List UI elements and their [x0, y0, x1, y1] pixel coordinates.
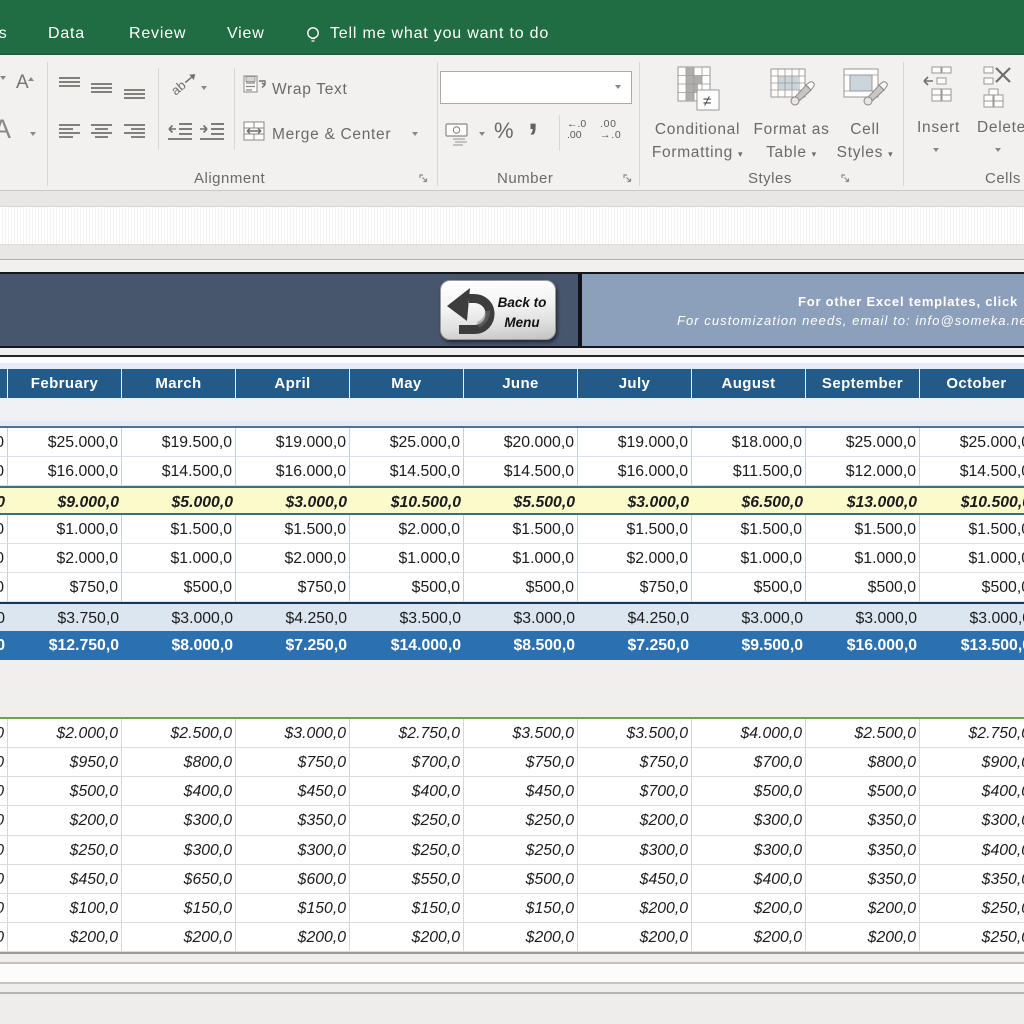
svg-text:ab: ab: [168, 77, 189, 98]
svg-text:≠: ≠: [703, 93, 711, 110]
